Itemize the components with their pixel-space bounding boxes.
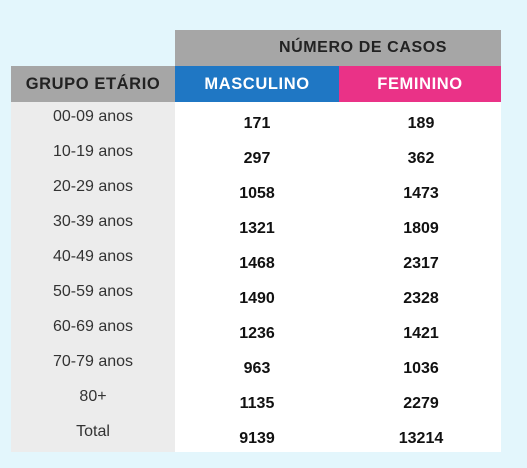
female-count: 189 xyxy=(407,114,435,132)
female-count: 1809 xyxy=(403,219,439,237)
female-count: 13214 xyxy=(398,429,444,447)
male-count: 963 xyxy=(243,359,271,377)
female-count: 2279 xyxy=(403,394,439,412)
male-count: 1321 xyxy=(239,219,275,237)
header-female: FEMININO xyxy=(339,66,501,102)
age-group-label: 10-19 anos xyxy=(52,142,134,160)
age-group-label: Total xyxy=(76,422,110,440)
header-male: MASCULINO xyxy=(175,66,339,102)
male-count: 171 xyxy=(243,114,271,132)
male-count: 1135 xyxy=(239,394,275,412)
male-count: 9139 xyxy=(239,429,275,447)
age-group-label: 00-09 anos xyxy=(52,107,134,125)
female-count: 1473 xyxy=(403,184,439,202)
female-count: 2317 xyxy=(403,254,439,272)
female-count: 362 xyxy=(407,149,435,167)
header-age-group: GRUPO ETÁRIO xyxy=(11,66,175,102)
male-count: 297 xyxy=(243,149,271,167)
age-group-label: 20-29 anos xyxy=(52,177,134,195)
age-group-label: 30-39 anos xyxy=(52,212,134,230)
values-area xyxy=(175,102,501,452)
female-count: 1421 xyxy=(403,324,439,342)
super-header: NÚMERO DE CASOS xyxy=(175,30,501,66)
age-group-label: 80+ xyxy=(79,387,107,405)
cases-table: NÚMERO DE CASOS GRUPO ETÁRIO MASCULINO F… xyxy=(11,30,501,452)
age-group-label: 70-79 anos xyxy=(52,352,134,370)
male-count: 1058 xyxy=(239,184,275,202)
male-count: 1468 xyxy=(239,254,275,272)
age-group-column xyxy=(11,102,175,452)
female-count: 1036 xyxy=(403,359,439,377)
male-count: 1490 xyxy=(239,289,275,307)
male-count: 1236 xyxy=(239,324,275,342)
age-group-label: 50-59 anos xyxy=(52,282,134,300)
age-group-label: 40-49 anos xyxy=(52,247,134,265)
age-group-label: 60-69 anos xyxy=(52,317,134,335)
female-count: 2328 xyxy=(403,289,439,307)
